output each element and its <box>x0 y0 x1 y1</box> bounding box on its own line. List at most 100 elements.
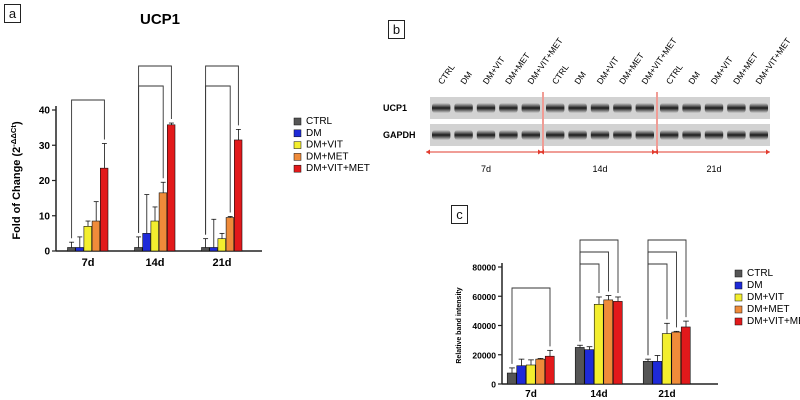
panel-label-a: a <box>4 4 21 23</box>
blot-lane-label: DM <box>572 70 588 87</box>
y-tick-label: 60000 <box>472 292 496 302</box>
blot-band <box>590 103 610 113</box>
significance-bracket <box>138 65 172 233</box>
legend-swatch-ctrl <box>293 117 302 126</box>
legend-swatch-dm <box>734 281 743 290</box>
blot-band <box>521 103 540 113</box>
bar-dm-7d <box>75 247 84 252</box>
bar-dm-vit-met-14d <box>167 124 176 252</box>
blot-band <box>590 130 610 140</box>
bar-dm-vit-met-14d <box>612 301 623 385</box>
blot-band <box>454 130 473 140</box>
y-tick-label: 20 <box>39 176 51 187</box>
panel-label-c: c <box>451 205 468 224</box>
significance-bracket <box>205 65 239 235</box>
blot-band <box>635 130 654 140</box>
y-tick-label: 0 <box>44 247 50 258</box>
x-tick-label-21d: 21d <box>213 257 232 269</box>
bar-dm-7d <box>516 365 527 385</box>
blot-lane-label: CTRL <box>436 62 457 86</box>
legend-swatch-dm-vit-met <box>293 164 302 173</box>
blot-band <box>635 103 654 113</box>
blot-band <box>432 103 451 113</box>
bar-ctrl-14d <box>134 247 143 252</box>
x-tick-label-7d: 7d <box>82 257 95 269</box>
blot-timepoint-label-14d: 14d <box>592 164 607 174</box>
x-tick-label-14d: 14d <box>146 257 165 269</box>
blot-band <box>546 103 565 113</box>
bar-ctrl-7d <box>67 247 76 252</box>
western-blot: CTRL DM DM+VIT DM+MET DM+VIT+MET CTRL DM DM+VIT… <box>380 30 800 200</box>
y-tick-label: 80000 <box>472 263 496 273</box>
blot-band <box>660 130 679 140</box>
significance-bracket <box>647 239 687 356</box>
significance-bracket <box>511 287 551 364</box>
y-tick-label: 40 <box>39 106 51 117</box>
bar-dm-vit-met-21d <box>680 326 691 385</box>
blot-lane-label: DM <box>458 70 474 87</box>
bar-dm-met-21d <box>225 217 235 252</box>
blot-lane-label: DM+VIT+MET <box>753 36 792 86</box>
blot-band <box>568 103 587 113</box>
y-axis-label-main: Relative band intensity <box>456 287 463 363</box>
bar-dm-met-21d <box>671 331 682 385</box>
y-axis-label: Fold of Change (2-ΔΔCt) <box>9 121 23 240</box>
significance-bracket <box>205 85 231 235</box>
legend-label-ctrl: CTRL <box>306 116 333 127</box>
blot-band <box>613 103 632 113</box>
bar-dm-vit-met-7d <box>100 167 109 252</box>
legend-label-dm-met: DM+MET <box>747 304 790 315</box>
bar-dm-met-7d <box>91 220 101 252</box>
bar-dm-vit-met-21d <box>234 139 243 252</box>
chart-c: 0 20000 40000 60000 80000 Relative band inten… <box>456 239 800 400</box>
legend-label-dm-vit: DM+VIT <box>306 140 343 151</box>
legend-swatch-dm <box>293 129 302 138</box>
blot-band <box>749 103 768 113</box>
blot-arrow-head <box>654 149 658 155</box>
legend-swatch-ctrl <box>734 269 743 278</box>
blot-band <box>704 130 724 140</box>
blot-band <box>499 103 518 113</box>
legend-label-ctrl: CTRL <box>747 268 774 279</box>
bar-ctrl-21d <box>642 361 653 385</box>
legend-label-dm-vit-met: DM+VIT+MET <box>306 163 370 174</box>
blot-arrow-head <box>426 149 430 155</box>
blot-band <box>613 130 632 140</box>
bar-dm-21d <box>652 361 663 385</box>
bar-dm-met-14d <box>158 192 168 252</box>
y-tick-label: 10 <box>39 211 51 222</box>
blot-timepoint-label-21d: 21d <box>706 164 721 174</box>
x-tick-label-7d: 7d <box>525 389 537 400</box>
blot-row-label-gapdh: GAPDH <box>383 130 416 140</box>
legend-swatch-dm-vit-met <box>734 317 743 326</box>
significance-bracket <box>71 99 105 239</box>
blot-band <box>749 130 768 140</box>
bar-dm-21d <box>209 247 218 252</box>
x-tick-label-14d: 14d <box>590 389 607 400</box>
x-tick-label-21d: 21d <box>658 389 675 400</box>
bar-dm-14d <box>142 233 151 252</box>
y-tick-label: 20000 <box>472 350 496 360</box>
legend-swatch-dm-vit <box>734 293 743 302</box>
legend-label-dm-vit: DM+VIT <box>747 292 784 303</box>
blot-band <box>682 103 701 113</box>
blot-lane-label: CTRL <box>664 62 685 86</box>
legend-swatch-dm-vit <box>293 141 302 149</box>
significance-bracket <box>579 239 619 342</box>
panel-label-b: b <box>388 20 405 39</box>
chart-a: UCP1 0 10 20 30 40 Fold of Change (2-ΔΔCt) 7d 14… <box>9 11 370 269</box>
blot-lane-label: CTRL <box>550 62 571 86</box>
blot-arrow-head <box>766 149 770 155</box>
blot-band <box>476 103 496 113</box>
blot-band <box>704 103 724 113</box>
bar-dm-met-7d <box>535 358 546 385</box>
chart-title: UCP1 <box>140 11 180 28</box>
blot-band <box>682 130 701 140</box>
bar-dm-met-14d <box>603 299 614 385</box>
legend-label-dm: DM <box>306 128 322 139</box>
blot-band <box>727 130 746 140</box>
bar-dm-vit-7d <box>525 364 536 385</box>
bar-dm-vit-14d <box>150 220 159 252</box>
blot-band <box>521 130 540 140</box>
